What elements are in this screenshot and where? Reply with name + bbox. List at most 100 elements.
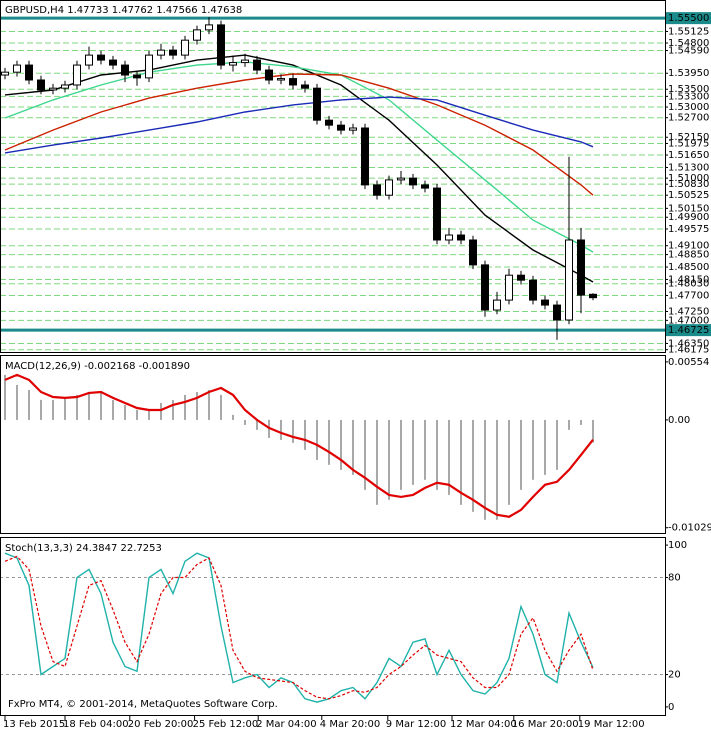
y-tick-label: 1.53300 xyxy=(668,91,709,102)
price-panel-frame xyxy=(0,0,666,353)
candle-body xyxy=(397,177,405,181)
candle-body xyxy=(409,177,417,186)
x-tick-label: 12 Mar 04:00 xyxy=(450,719,517,730)
y-tick-label: 1.48500 xyxy=(668,262,709,273)
candle-body xyxy=(577,239,585,296)
stoch-header: Stoch(13,3,3) 24.3847 22.7253 xyxy=(5,543,162,554)
y-tick-label: 1.49100 xyxy=(668,241,709,252)
macd-bar xyxy=(112,399,114,420)
y-tick-label: 0 xyxy=(668,702,674,713)
x-tick-label: 25 Feb 12:00 xyxy=(193,719,259,730)
candle-body xyxy=(253,59,261,71)
y-tick-label: 1.47000 xyxy=(668,315,709,326)
y-tick-label: 1.47250 xyxy=(668,306,709,317)
macd-bar xyxy=(280,419,282,440)
macd-bar xyxy=(40,399,42,420)
candle-body xyxy=(13,64,21,73)
macd-bar xyxy=(160,402,162,420)
stoch-signal xyxy=(4,555,594,700)
candle-body xyxy=(553,304,561,321)
x-tick-label: 16 Mar 20:00 xyxy=(512,719,579,730)
y-tick-label: 1.46350 xyxy=(668,338,709,349)
macd-bar xyxy=(76,394,78,420)
candle-body xyxy=(469,239,477,266)
y-tick-label: 1.51650 xyxy=(668,150,709,161)
y-tick-label: 1.47700 xyxy=(668,290,709,301)
macd-signal xyxy=(4,373,594,518)
candle-body xyxy=(421,184,429,189)
y-tick-label: 100 xyxy=(668,540,687,551)
macd-bar xyxy=(328,419,330,465)
macd-bar xyxy=(496,419,498,520)
macd-panel-frame xyxy=(0,355,666,534)
macd-bar xyxy=(28,389,30,420)
candle-body xyxy=(433,187,441,241)
macd-bar xyxy=(208,389,210,420)
candle-body xyxy=(193,29,201,41)
macd-bar xyxy=(292,419,294,443)
macd-bar xyxy=(88,391,90,420)
price-header: GBPUSD,H4 1.47733 1.47762 1.47566 1.4763… xyxy=(5,5,242,16)
candle-body xyxy=(25,64,33,81)
macd-bar xyxy=(16,384,18,420)
candle-body xyxy=(169,49,177,56)
key-level-label-bg xyxy=(666,12,711,25)
macd-bar xyxy=(136,409,138,420)
y-tick-label: 1.51300 xyxy=(668,162,709,173)
macd-bar xyxy=(532,419,534,480)
candle-body xyxy=(445,234,453,241)
candle-body xyxy=(85,54,93,66)
macd-bar xyxy=(484,419,486,520)
y-tick-label: 0.00554 xyxy=(668,357,709,368)
candle-body xyxy=(457,234,465,241)
y-tick-label: 1.54590 xyxy=(668,45,709,56)
y-tick-label: 1.50830 xyxy=(668,179,709,190)
candle-body xyxy=(73,64,81,86)
candle-body xyxy=(97,54,105,61)
macd-bar xyxy=(196,391,198,420)
candle-body xyxy=(205,24,213,31)
candle-body xyxy=(313,87,321,121)
x-tick-label: 9 Mar 12:00 xyxy=(386,719,446,730)
moving-average xyxy=(4,73,594,196)
macd-bar xyxy=(64,397,66,420)
x-tick-label: 20 Feb 20:00 xyxy=(128,719,194,730)
y-tick-label: 1.52700 xyxy=(668,113,709,124)
macd-bar xyxy=(364,419,366,490)
y-tick-label: 0.00 xyxy=(668,415,690,426)
y-tick-label: 1.48150 xyxy=(668,274,709,285)
candle-body xyxy=(301,84,309,89)
macd-bar xyxy=(460,419,462,505)
y-tick-label: 1.50525 xyxy=(668,190,709,201)
y-tick-label: 1.49900 xyxy=(668,212,709,223)
macd-bar xyxy=(580,419,582,425)
y-tick-label: 1.55125 xyxy=(668,26,709,37)
candle-body xyxy=(145,54,153,79)
macd-bar xyxy=(256,419,258,430)
macd-bar xyxy=(508,419,510,505)
macd-bar xyxy=(184,394,186,420)
candle-body xyxy=(229,62,237,66)
y-tick-label: 1.46725 xyxy=(668,325,709,336)
y-tick-label: 1.53950 xyxy=(668,68,709,79)
macd-bar xyxy=(568,419,570,430)
macd-bar xyxy=(124,404,126,420)
y-tick-label: 1.46175 xyxy=(668,345,709,356)
moving-average xyxy=(4,61,594,253)
macd-bar xyxy=(52,399,54,420)
copyright: FxPro MT4, © 2001-2014, MetaQuotes Softw… xyxy=(8,699,278,710)
candle-body xyxy=(1,71,9,76)
candle-body xyxy=(49,87,57,91)
macd-bar xyxy=(4,374,6,420)
candle-body xyxy=(517,274,525,281)
y-tick-label: 80 xyxy=(668,572,681,583)
candle-body xyxy=(565,239,573,321)
macd-bar xyxy=(412,419,414,485)
macd-bar xyxy=(340,419,342,470)
candle-body xyxy=(157,49,165,56)
candle-body xyxy=(289,78,297,86)
candle-body xyxy=(37,79,45,91)
macd-bar xyxy=(448,419,450,495)
y-tick-label: 1.52150 xyxy=(668,132,709,143)
